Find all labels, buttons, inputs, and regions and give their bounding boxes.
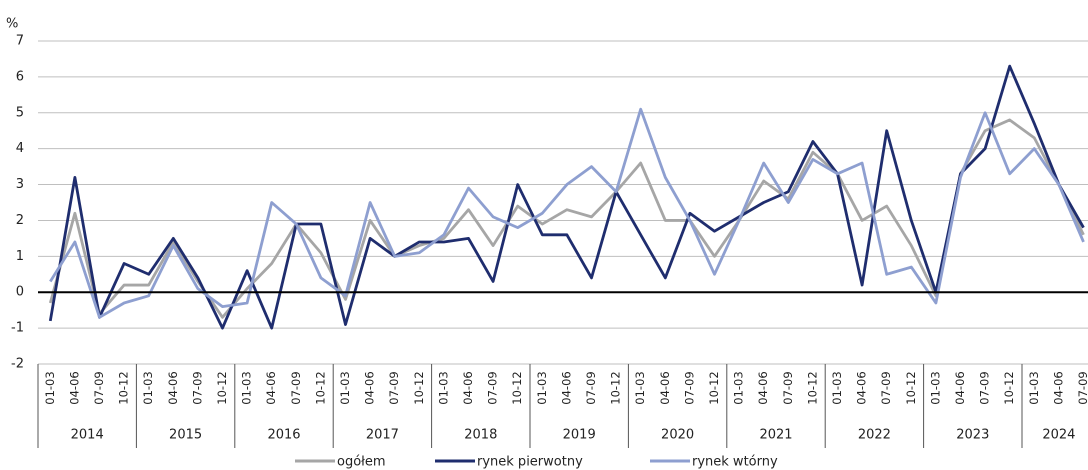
x-tick-label: 10-12 [313,371,327,404]
year-label: 2015 [169,428,202,443]
x-tick-label: 10-12 [1002,371,1016,404]
year-label: 2020 [661,428,694,443]
x-tick-label: 01-03 [928,371,942,404]
y-tick-label: 4 [16,141,24,156]
x-tick-label: 07-09 [92,371,106,404]
x-tick-label: 10-12 [805,371,819,404]
x-tick-label: 01-03 [240,371,254,404]
x-tick-label: 01-03 [1027,371,1041,404]
year-label: 2022 [858,428,891,443]
legend-label: rynek pierwotny [477,455,583,470]
year-label: 2019 [563,428,596,443]
x-tick-label: 07-09 [781,371,795,404]
x-tick-label: 07-09 [584,371,598,404]
year-label: 2021 [759,428,792,443]
x-tick-label: 01-03 [436,371,450,404]
x-tick-label: 01-03 [633,371,647,404]
x-tick-label: 04-06 [264,371,278,404]
y-tick-label: 0 [16,285,24,300]
x-tick-label: 04-06 [166,371,180,404]
x-tick-label: 01-03 [535,371,549,404]
x-tick-label: 10-12 [510,371,524,404]
year-label: 2024 [1042,428,1075,443]
x-tick-label: 07-09 [682,371,696,404]
x-tick-label: 07-09 [486,371,500,404]
x-tick-label: 04-06 [658,371,672,404]
year-label: 2017 [366,428,399,443]
series-line [49,107,1085,319]
x-tick-label: 07-09 [387,371,401,404]
y-tick-label: 6 [16,69,24,84]
x-tick-label: 01-03 [141,371,155,404]
series-line [48,64,1085,330]
x-tick-label: 10-12 [904,371,918,404]
x-tick-label: 07-09 [1076,371,1088,404]
y-tick-label: 5 [16,105,24,120]
x-tick-label: 04-06 [855,371,869,404]
x-tick-label: 01-03 [338,371,352,404]
x-tick-label: 10-12 [707,371,721,404]
year-label: 2023 [956,428,989,443]
x-tick-label: 10-12 [412,371,426,404]
x-tick-label: 07-09 [978,371,992,404]
x-tick-label: 01-03 [43,371,57,404]
y-tick-label: 2 [16,213,24,228]
series-line [48,118,1085,319]
x-tick-label: 04-06 [1051,371,1065,404]
y-tick-label: -1 [11,321,24,336]
y-unit: % [6,17,18,32]
y-tick-label: -2 [11,357,24,372]
y-tick-label: 1 [16,249,24,264]
x-tick-label: 04-06 [756,371,770,404]
x-tick-label: 10-12 [609,371,623,404]
x-tick-label: 01-03 [830,371,844,404]
year-label: 2018 [464,428,497,443]
x-tick-label: 07-09 [879,371,893,404]
x-tick-label: 01-03 [732,371,746,404]
y-tick-label: 7 [16,34,24,49]
x-tick-label: 10-12 [117,371,131,404]
x-tick-label: 04-06 [363,371,377,404]
x-tick-label: 04-06 [67,371,81,404]
x-tick-label: 04-06 [953,371,967,404]
legend-label: rynek wtórny [692,455,778,470]
x-tick-label: 04-06 [461,371,475,404]
x-tick-label: 07-09 [190,371,204,404]
legend-label: ogółem [337,455,386,470]
x-tick-label: 10-12 [215,371,229,404]
year-label: 2016 [267,428,300,443]
year-label: 2014 [71,428,104,443]
y-tick-label: 3 [16,177,24,192]
x-tick-label: 07-09 [289,371,303,404]
x-tick-label: 04-06 [559,371,573,404]
